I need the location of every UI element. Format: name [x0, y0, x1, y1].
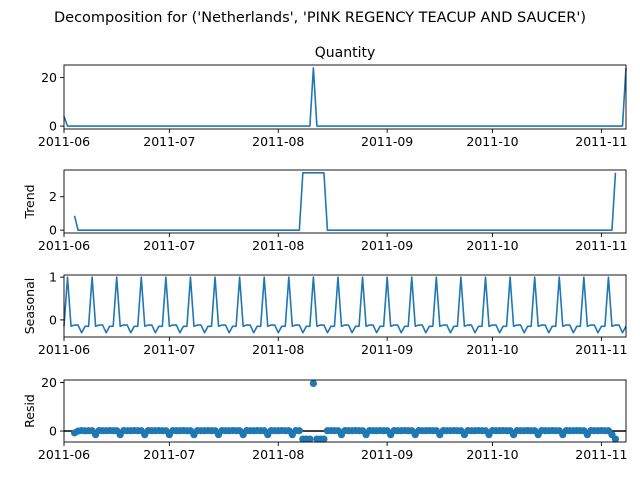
seasonal-ytick-label-1: 1: [49, 270, 57, 285]
resid-point-71: [320, 435, 328, 443]
quantity-title: Quantity: [315, 45, 376, 61]
seasonal-ylabel: Seasonal: [22, 278, 37, 335]
trend-axes-frame: [63, 169, 627, 234]
trend-series-line: [73, 172, 617, 231]
resid-point-154: [611, 435, 620, 443]
trend-xtick-label-2: 2011-08: [252, 238, 304, 253]
seasonal-ytick-label-0: 0: [49, 312, 57, 327]
seasonal-xtick-label-4: 2011-10: [466, 342, 518, 357]
trend-xtick-label-3: 2011-09: [361, 238, 413, 253]
trend-ytick-label-0: 0: [49, 223, 57, 238]
trend-xtick-label-4: 2011-10: [466, 238, 518, 253]
resid-xtick-label-5: 2011-11: [575, 447, 627, 462]
resid-xtick-label-2: 2011-08: [252, 447, 304, 462]
quantity-ytick-label-1: 20: [41, 70, 57, 85]
quantity-xtick-label-2: 2011-08: [252, 134, 304, 149]
seasonal-axes-frame: [63, 274, 627, 338]
seasonal-xtick-label-2: 2011-08: [252, 342, 304, 357]
figure-suptitle: Decomposition for ('Netherlands', 'PINK …: [54, 10, 586, 26]
quantity-xtick-label-0: 2011-06: [38, 134, 90, 149]
seasonal-xtick-label-3: 2011-09: [361, 342, 413, 357]
resid-xtick-label-0: 2011-06: [38, 447, 90, 462]
trend-ytick-label-1: 2: [49, 189, 57, 204]
trend-xtick-label-1: 2011-07: [143, 238, 195, 253]
seasonal-xtick-label-5: 2011-11: [575, 342, 627, 357]
resid-xtick-label-3: 2011-09: [361, 447, 413, 462]
quantity-xtick-label-5: 2011-11: [575, 134, 627, 149]
quantity-xtick-label-3: 2011-09: [361, 134, 413, 149]
quantity-axes-frame: [63, 64, 627, 130]
seasonal-xtick-label-0: 2011-06: [38, 342, 90, 357]
quantity-xtick-label-1: 2011-07: [143, 134, 195, 149]
seasonal-series-line: [63, 276, 627, 334]
seasonal-xtick-label-1: 2011-07: [143, 342, 195, 357]
trend-xtick-label-5: 2011-11: [575, 238, 627, 253]
resid-point-67: [306, 435, 314, 443]
resid-ytick-label-1: 20: [41, 375, 57, 390]
trend-ylabel: Trend: [22, 184, 37, 219]
resid-xtick-label-1: 2011-07: [143, 447, 195, 462]
resid-ylabel: Resid: [22, 394, 37, 428]
quantity-ytick-label-0: 0: [49, 119, 57, 134]
resid-xtick-label-4: 2011-10: [466, 447, 518, 462]
resid-point-68: [309, 379, 317, 388]
resid-ytick-label-0: 0: [49, 424, 57, 439]
quantity-series-line: [63, 67, 627, 127]
trend-xtick-label-0: 2011-06: [38, 238, 90, 253]
resid-point-64: [295, 427, 303, 435]
quantity-xtick-label-4: 2011-10: [466, 134, 518, 149]
resid-axes-frame: [63, 379, 627, 443]
